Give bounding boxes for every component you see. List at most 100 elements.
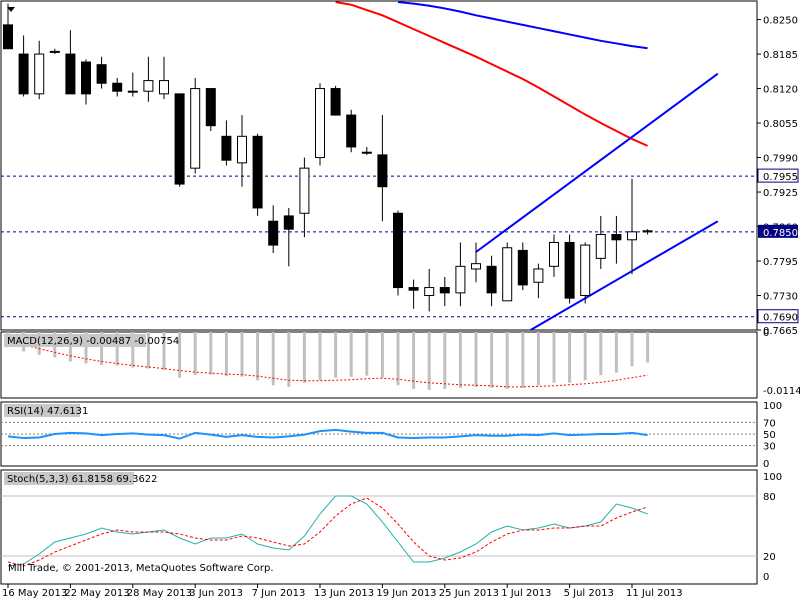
time-tick-label: 1 Jul 2013 [501,588,551,599]
panel-frames [0,0,758,585]
candle [330,85,341,116]
macd-bar [115,332,119,366]
rsi-tick-label: 50 [763,430,776,441]
macd-bar [630,332,634,367]
candle-body-bull [455,265,466,294]
chart-menu-arrow[interactable] [7,7,15,12]
macd-bar [396,332,400,386]
moving-average-line [397,1,648,50]
candle-body-bull [533,268,544,283]
price-tick-label: 0.8250 [763,16,798,27]
macd-bar [256,332,260,381]
candle-body-bull [127,90,138,93]
macd-bar [568,332,572,383]
candle-body-bear [81,61,91,95]
candle [439,276,450,307]
time-tick-label: 13 Jun 2013 [314,588,374,599]
candle [237,115,247,187]
candle [34,40,45,100]
price-tick-label: 0.7990 [763,154,798,165]
candle [81,59,91,105]
price-labels: 0.7955 0.7850 0.7690 [757,168,799,324]
trend-channel [475,72,719,331]
macd-bar [318,332,322,381]
time-tick-label: 7 Jun 2013 [252,588,306,599]
candle-body-bull [190,88,201,169]
macd-signal-line [7,339,648,388]
candle [393,210,403,296]
stoch-panel: Stoch(5,3,3) 61.8158 69.3622 100 80 20 0 [1,472,782,583]
macd-bar [162,332,166,371]
stoch-label-bg [4,472,134,485]
stoch-tick-label: 100 [763,472,782,483]
macd-bar [412,332,416,389]
price-tick-label: 0.8120 [763,85,798,96]
candle [205,88,216,132]
candle-body-bear [205,88,216,127]
candle-body-bear [283,215,294,230]
stoch-tick-label: 0 [763,572,769,583]
macd-tick-label: -0.0114 [763,386,800,397]
macd-bar [536,332,540,386]
candle-body-bear [3,24,13,50]
candle-body-bear [252,135,263,209]
candle-body-bear [439,287,450,294]
macd-bar [614,332,618,373]
macd-bar [146,332,150,369]
macd-bar [458,332,462,388]
candle [424,268,435,312]
price-tick-label: 0.7730 [763,292,798,303]
candle [96,56,107,89]
candle [580,242,591,304]
candle-body-bull [627,231,637,241]
macd-bar [334,332,338,378]
macd-panel: MACD(12,26,9) -0.00487 -0.00754 0 -0.0114 [4,328,800,397]
candle [361,146,372,155]
candle [174,93,185,187]
candle-body-bull [424,287,435,297]
time-tick-label: 25 Jun 2013 [439,588,499,599]
rsi-tick-label: 30 [763,442,776,453]
candle-body-bear [486,265,497,294]
candle-body-bear [268,220,279,246]
moving-average-line [335,1,649,147]
candle-body-bear [611,233,622,241]
candle-body-bull [237,135,247,164]
price-label: 0.7690 [757,309,799,324]
macd-bar [209,332,213,375]
rsi-tick-label: 0 [763,459,769,470]
price-label-text: 0.7955 [763,172,798,183]
candle-body-bull [315,88,325,159]
candle [159,56,169,100]
trend-line [530,220,719,331]
candle-body-bull [595,233,606,259]
macd-bar [427,332,431,390]
rsi-tick-label: 100 [763,401,782,412]
candle [143,56,154,102]
macd-bar [490,332,494,388]
candlesticks [3,3,653,312]
candle [549,234,559,277]
candle-body-bull [580,244,591,297]
trend-line [475,72,719,253]
candle-body-bear [65,53,76,95]
macd-bar [646,332,650,363]
candle [299,157,310,238]
time-tick-label: 16 May 2013 [2,588,67,599]
candle [627,178,637,275]
rsi-line [7,428,648,440]
candle-body-bear [517,249,528,286]
macd-bar [193,332,197,376]
rsi-tick-label: 70 [763,418,776,429]
moving-averages [335,1,649,147]
time-tick-label: 5 Jul 2013 [564,588,614,599]
price-label-text: 0.7850 [763,228,798,239]
stoch-main-line [7,495,648,567]
macd-bar [349,332,353,377]
price-tick-label: 0.8185 [763,50,798,61]
macd-bar [287,332,291,387]
candle-body-bull [471,263,481,270]
macd-bar [474,332,478,387]
macd-bar [131,332,135,368]
candle [471,242,481,283]
